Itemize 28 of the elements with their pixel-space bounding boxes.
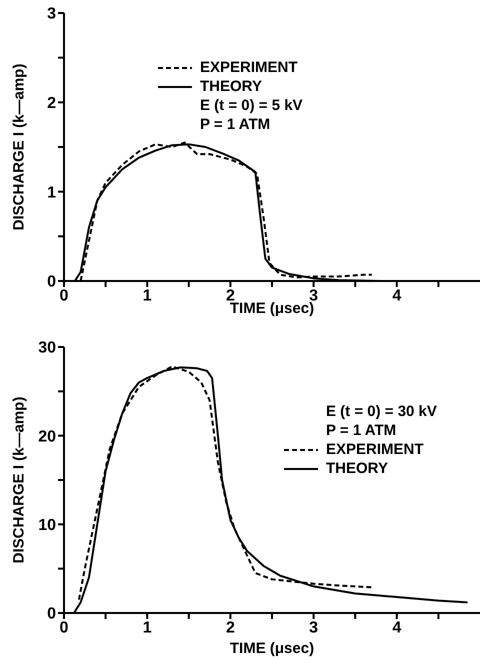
annotation: P = 1 ATM: [326, 421, 398, 440]
x-axis-title: TIME (μsec): [230, 640, 314, 657]
annotation: P = 1 ATM: [200, 115, 272, 134]
y-tick-label: 10: [38, 517, 56, 534]
y-tick-label: 30: [38, 340, 56, 357]
x-tick-label: 1: [142, 287, 152, 304]
y-tick-label: 3: [47, 6, 56, 23]
x-tick-label: 0: [60, 287, 69, 304]
legend-label: EXPERIMENT: [200, 58, 298, 77]
y-tick-label: 1: [47, 184, 56, 202]
x-tick-label: 4: [392, 619, 402, 636]
y-tick-label: 2: [47, 95, 56, 112]
x-tick-label: 3: [309, 619, 318, 636]
y-axis-title: DISCHARGE I (k—amp): [10, 396, 28, 564]
x-tick-label: 0: [60, 619, 69, 636]
legend-label: THEORY: [200, 77, 262, 96]
x-tick-label: 4: [392, 287, 402, 304]
y-tick-label: 0: [47, 606, 56, 623]
y-tick-label: 0: [47, 274, 56, 291]
y-tick-label: 20: [38, 428, 56, 446]
x-axis-title: TIME (μsec): [230, 300, 314, 317]
annotation: E (t = 0) = 30 kV: [326, 402, 437, 421]
x-tick-label: 1: [142, 619, 152, 636]
x-tick-label: 2: [226, 619, 235, 636]
annotation: E (t = 0) = 5 kV: [200, 96, 303, 115]
legend-label: THEORY: [326, 459, 388, 478]
y-axis-title: DISCHARGE I (k—amp): [10, 64, 28, 230]
legend-label: EXPERIMENT: [326, 440, 424, 459]
